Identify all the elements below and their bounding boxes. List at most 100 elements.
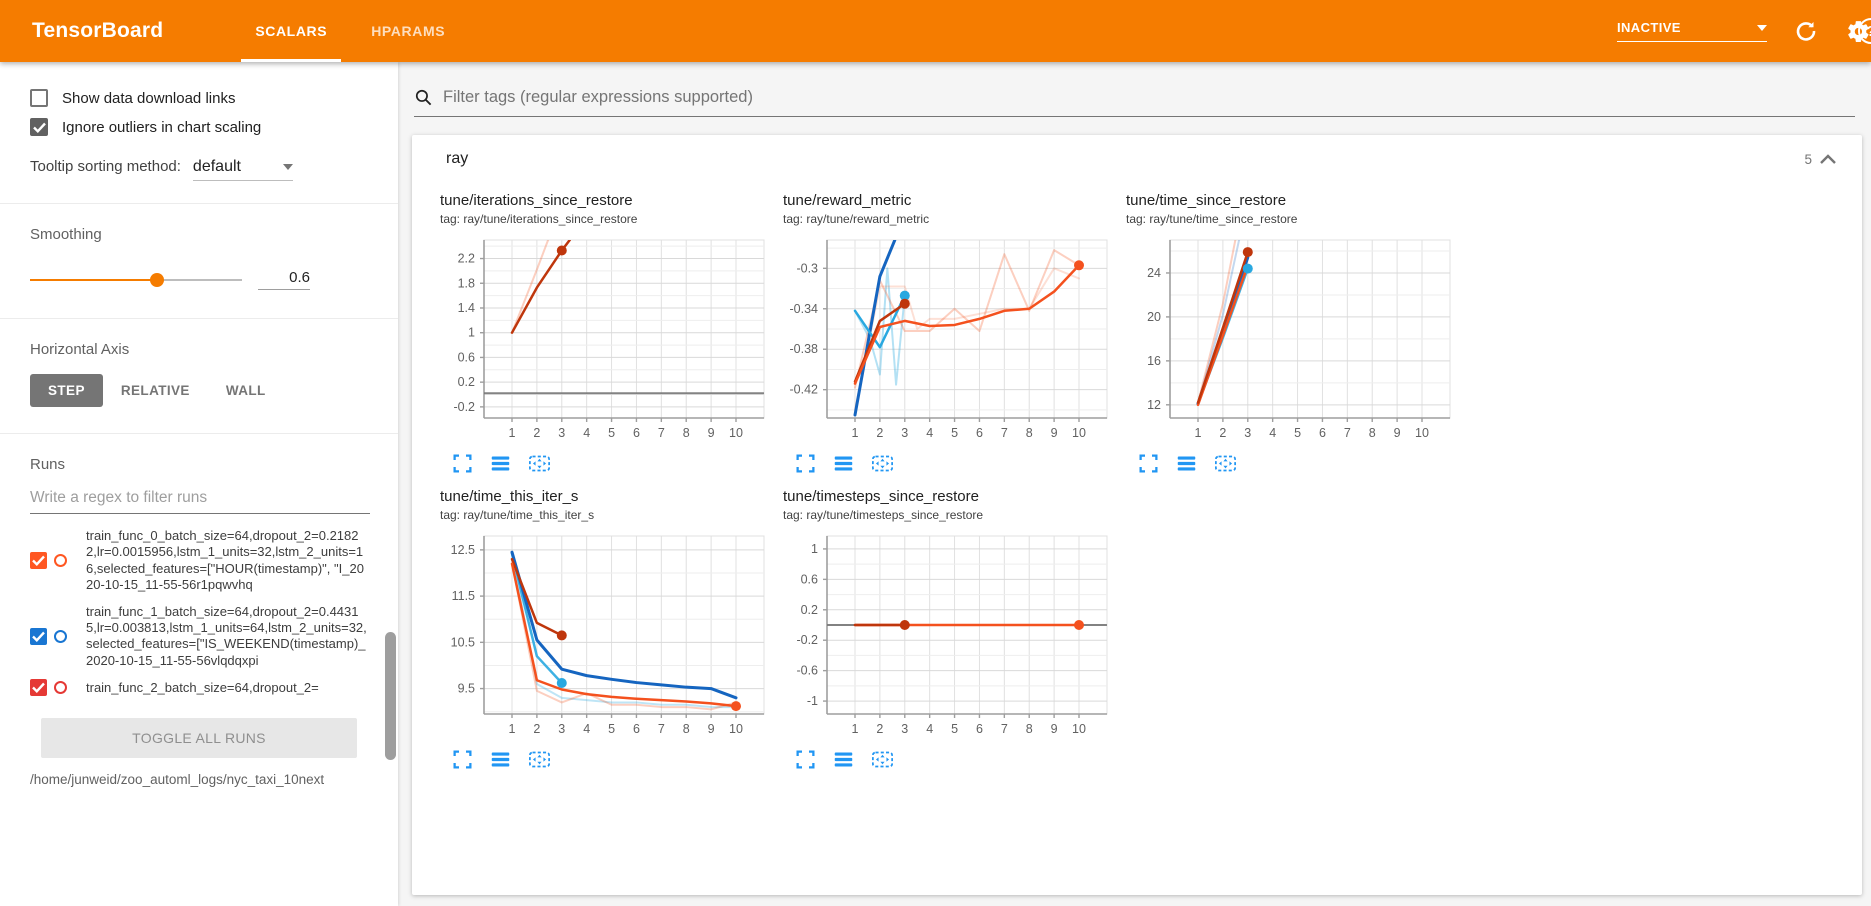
run-checkbox-icon[interactable]	[30, 552, 47, 570]
chart-title: tune/iterations_since_restore	[440, 192, 633, 209]
fit-domain-icon[interactable]	[871, 453, 894, 474]
axis-button-wall[interactable]: WALL	[225, 383, 266, 398]
smoothing-value-input[interactable]: 0.6	[258, 269, 310, 290]
slider-fill	[30, 278, 158, 281]
chevron-down-icon	[1757, 24, 1767, 31]
fit-domain-icon[interactable]	[871, 749, 894, 770]
run-color-radio[interactable]	[54, 554, 67, 568]
axis-button-relative[interactable]: RELATIVE	[120, 383, 190, 398]
tooltip-sorting-select[interactable]: default	[192, 158, 293, 181]
run-selector-icon[interactable]	[490, 453, 511, 474]
tooltip-sorting-value: default	[192, 158, 241, 175]
svg-text:-1: -1	[807, 694, 818, 708]
svg-text:1: 1	[1195, 426, 1202, 440]
expand-chart-icon[interactable]	[452, 453, 473, 474]
expand-chart-icon[interactable]	[452, 749, 473, 770]
run-item[interactable]: train_func_1_batch_size=64,dropout_2=0.4…	[30, 598, 368, 674]
svg-text:7: 7	[658, 426, 665, 440]
tag-filter-input[interactable]	[443, 88, 1855, 107]
run-color-radio[interactable]	[54, 629, 67, 643]
checkbox-icon	[30, 118, 48, 136]
svg-text:9: 9	[1051, 426, 1058, 440]
svg-text:-0.6: -0.6	[796, 664, 818, 678]
run-item[interactable]: train_func_0_batch_size=64,dropout_2=0.2…	[30, 522, 368, 598]
fit-domain-icon[interactable]	[528, 749, 551, 770]
chart-toolbar	[795, 453, 1126, 474]
expand-chart-icon[interactable]	[1138, 453, 1159, 474]
slider-thumb[interactable]	[150, 272, 165, 287]
reload-status-select[interactable]: INACTIVE	[1617, 20, 1767, 42]
reload-status-value: INACTIVE	[1617, 20, 1681, 35]
dashboard-tabs: SCALARS HPARAMS	[233, 0, 467, 62]
svg-text:5: 5	[1294, 426, 1301, 440]
svg-text:6: 6	[633, 722, 640, 736]
fit-domain-icon[interactable]	[1214, 453, 1237, 474]
series-run-orange-smoothed	[1196, 264, 1250, 407]
svg-text:10: 10	[1415, 426, 1429, 440]
series-endpoint-dot	[731, 701, 741, 712]
series-endpoint-dot	[899, 620, 910, 630]
divider	[0, 203, 398, 204]
run-checkbox-icon[interactable]	[30, 679, 47, 697]
svg-text:6: 6	[1319, 426, 1326, 440]
show-download-links-checkbox[interactable]: Show data download links	[30, 89, 368, 107]
series-run-orange-smoothed	[853, 264, 1081, 385]
runs-regex-input[interactable]	[30, 489, 370, 514]
ignore-outliers-checkbox[interactable]: Ignore outliers in chart scaling	[30, 118, 368, 136]
run-color-radio[interactable]	[54, 681, 67, 695]
chart-toolbar	[452, 453, 783, 474]
tab-hparams[interactable]: HPARAMS	[371, 23, 446, 39]
chart-title: tune/timesteps_since_restore	[783, 488, 979, 505]
svg-text:8: 8	[1026, 722, 1033, 736]
chart-plot[interactable]: 1 0.6 0.2 -0.2 -0.6 -1 1 2 3 4 5 6 7 8 9 10	[783, 530, 1119, 738]
svg-text:4: 4	[926, 426, 933, 440]
svg-text:1: 1	[509, 426, 516, 440]
expand-chart-icon[interactable]	[795, 453, 816, 474]
svg-text:-0.2: -0.2	[796, 633, 818, 647]
chart-plot[interactable]: 2.2 1.8 1.4 1 0.6 0.2 -0.2 1 2 3 4 5 6 7 8 9 10	[440, 234, 776, 442]
svg-text:6: 6	[976, 426, 983, 440]
series-run-cyan-smoothed	[510, 552, 564, 685]
tag-group-header[interactable]: ray 5	[412, 135, 1862, 178]
svg-text:-0.42: -0.42	[790, 383, 819, 397]
run-selector-icon[interactable]	[833, 749, 854, 770]
run-item[interactable]: train_func_2_batch_size=64,dropout_2=	[30, 673, 368, 700]
svg-text:7: 7	[1344, 426, 1351, 440]
series-run-orange-raw-b	[854, 267, 1080, 411]
expand-chart-icon[interactable]	[795, 749, 816, 770]
svg-text:7: 7	[658, 722, 665, 736]
axis-button-step[interactable]: STEP	[30, 374, 103, 407]
svg-text:5: 5	[608, 426, 615, 440]
tooltip-sorting-label: Tooltip sorting method:	[30, 158, 181, 175]
smoothing-slider[interactable]	[30, 272, 242, 287]
svg-text:8: 8	[683, 722, 690, 736]
tab-scalars[interactable]: SCALARS	[233, 0, 349, 62]
series-run-darkred-smoothed	[510, 557, 564, 637]
chart-tune-timesteps-since-restore: tune/timesteps_since_restore tag: ray/tun…	[783, 488, 1126, 770]
run-selector-icon[interactable]	[490, 749, 511, 770]
runs-list: train_func_0_batch_size=64,dropout_2=0.2…	[30, 522, 368, 754]
chart-plot[interactable]: -0.3 -0.34 -0.38 -0.42 1 2 3 4 5 6 7 8 9 10	[783, 234, 1119, 442]
toggle-all-runs-button[interactable]: TOGGLE ALL RUNS	[41, 718, 357, 758]
horizontal-axis-label: Horizontal Axis	[30, 341, 130, 358]
refresh-icon[interactable]	[1793, 18, 1819, 44]
chart-toolbar	[795, 749, 1126, 770]
chevron-down-icon	[282, 164, 293, 170]
divider	[0, 433, 398, 434]
svg-text:1.8: 1.8	[458, 276, 475, 290]
svg-text:-0.2: -0.2	[453, 400, 475, 414]
svg-text:2: 2	[533, 722, 540, 736]
chart-tune-iterations-since-restore: tune/iterations_since_restore tag: ray/tu…	[440, 192, 783, 474]
sidebar-scrollbar[interactable]	[385, 632, 396, 760]
run-selector-icon[interactable]	[1176, 453, 1197, 474]
run-checkbox-icon[interactable]	[30, 627, 47, 645]
series-run-orange-raw	[511, 562, 737, 711]
series-run-darkred-smoothed	[853, 302, 907, 383]
checkbox-label: Show data download links	[62, 89, 236, 107]
chart-plot[interactable]: 12.5 11.5 10.5 9.5 1 2 3 4 5 6 7 8 9 10	[440, 530, 776, 738]
chevron-up-icon[interactable]	[1820, 154, 1836, 164]
fit-domain-icon[interactable]	[528, 453, 551, 474]
svg-text:5: 5	[608, 722, 615, 736]
run-selector-icon[interactable]	[833, 453, 854, 474]
